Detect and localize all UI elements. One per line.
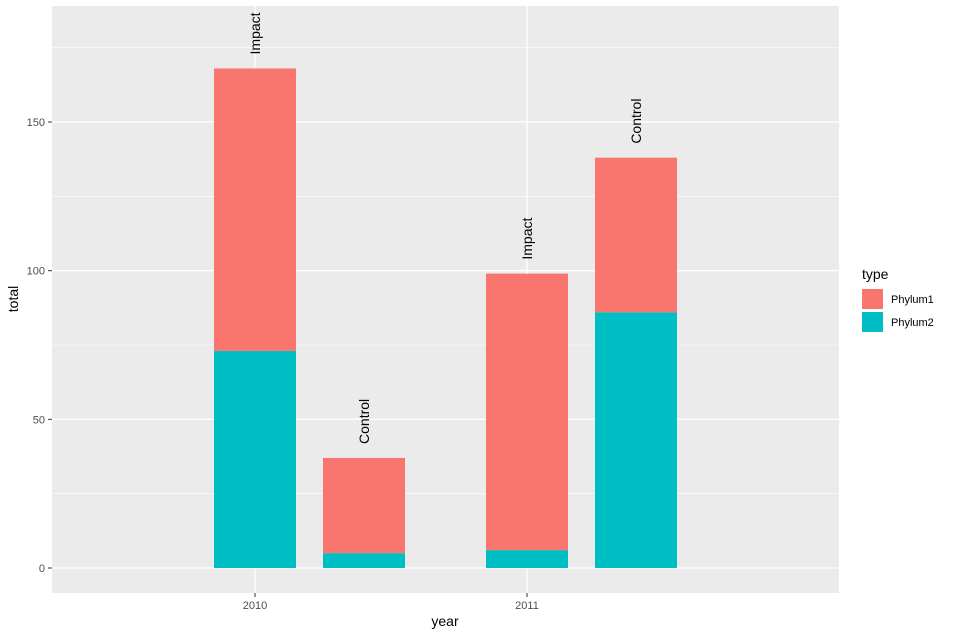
bar-segment-phylum2 <box>486 550 568 568</box>
legend-key-phylum1 <box>862 289 883 309</box>
x-tick-label: 2011 <box>515 600 539 612</box>
bar-segment-phylum1 <box>214 68 296 351</box>
bar-segment-phylum1 <box>486 273 568 551</box>
legend-key-phylum2 <box>862 312 883 332</box>
x-tick-label: 2010 <box>243 600 267 612</box>
plot-panel <box>52 6 839 593</box>
bar-segment-phylum1 <box>323 457 405 554</box>
legend-label-phylum1: Phylum1 <box>891 294 934 306</box>
y-tick-label: 100 <box>27 266 45 278</box>
bar-segment-phylum1 <box>595 157 677 313</box>
y-tick-label: 150 <box>27 117 45 129</box>
bar-label: Impact <box>519 218 535 260</box>
axes-layer: 0 50 100 150 2010 2011 <box>27 117 539 612</box>
y-tick-label: 0 <box>39 563 45 575</box>
y-axis-title: total <box>5 286 21 312</box>
legend-title: type <box>862 266 889 282</box>
legend-label-phylum2: Phylum2 <box>891 317 934 329</box>
y-tick-label: 50 <box>33 414 45 426</box>
bar-segment-phylum2 <box>323 553 405 568</box>
bar-segment-phylum2 <box>595 312 677 568</box>
bar-label: Impact <box>247 12 263 54</box>
bar-label: Control <box>628 99 644 144</box>
bar-label: Control <box>356 399 372 444</box>
bars-layer <box>214 68 677 568</box>
bar-labels-layer: Impact Control Impact Control <box>247 12 644 444</box>
x-axis-title: year <box>431 613 459 629</box>
bar-segment-phylum2 <box>214 350 296 568</box>
legend: type Phylum1 Phylum2 <box>862 266 934 332</box>
